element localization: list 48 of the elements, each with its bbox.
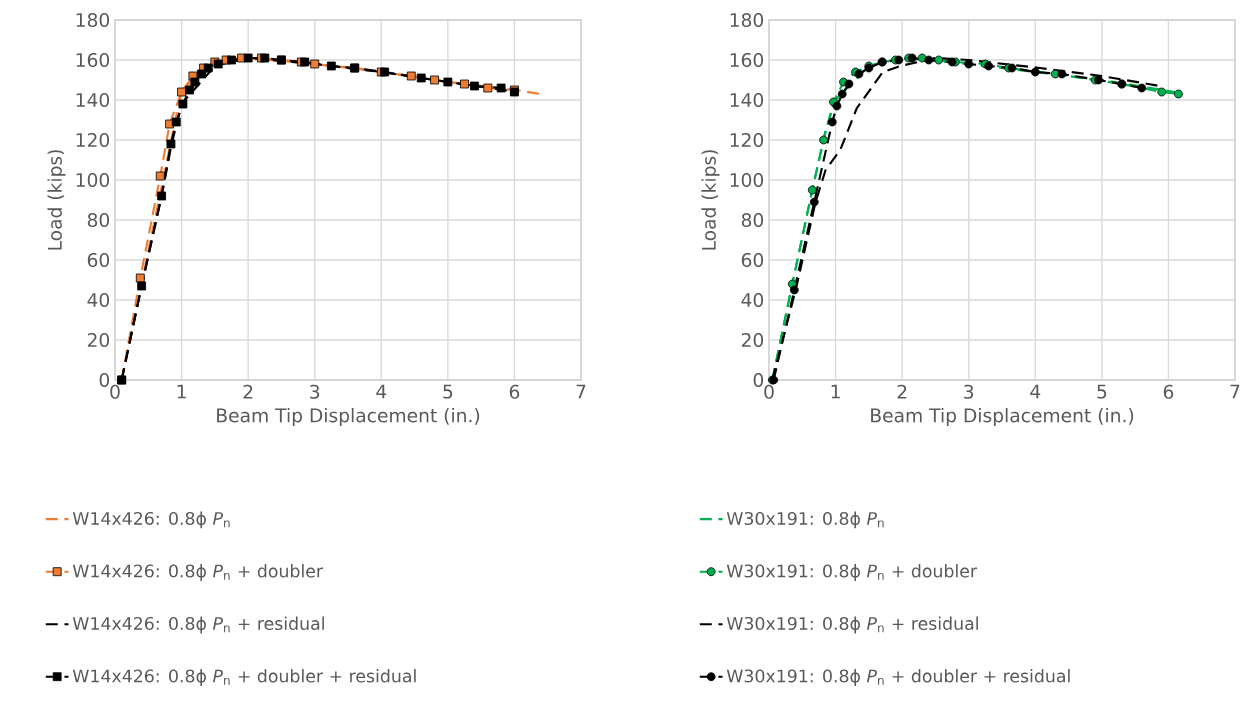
y-tick-label: 0	[753, 372, 764, 388]
legend-label: W14x426: 0.8ϕ P$_{n}$ + doubler + residual	[72, 669, 416, 686]
x-tick-label: 7	[1230, 384, 1240, 399]
y-tick-label: 120	[76, 132, 110, 148]
y-tick-label: 140	[76, 92, 110, 108]
legend-label: W30x191: 0.8ϕ P$_{n}$ + residual	[726, 616, 978, 634]
y-tick-label: 80	[87, 212, 110, 228]
y-tick-label: 140	[730, 92, 764, 108]
legend-label: W30x191: 0.8ϕ P$_{n}$	[726, 511, 884, 529]
y-axis-title: Load (kips)	[701, 150, 720, 250]
x-tick-label: 1	[831, 384, 840, 399]
y-tick-label: 40	[87, 292, 110, 308]
x-axis-title: Beam Tip Displacement (in.)	[871, 407, 1134, 427]
y-tick-label: 20	[87, 332, 110, 348]
x-tick-label: 7	[576, 384, 586, 399]
y-tick-label: 80	[741, 212, 764, 228]
x-tick-label: 2	[243, 384, 253, 399]
x-tick-label: 6	[1163, 384, 1174, 399]
x-tick-label: 0	[764, 384, 774, 399]
y-tick-label: 60	[741, 252, 764, 268]
x-tick-label: 3	[964, 384, 974, 399]
y-tick-label: 100	[730, 172, 764, 188]
x-tick-label: 4	[1030, 384, 1041, 399]
x-tick-label: 3	[310, 384, 320, 399]
legend-label: W30x191: 0.8ϕ P$_{n}$ + doubler	[726, 564, 978, 581]
legend-label: W14x426: 0.8ϕ P$_{n}$	[72, 511, 230, 529]
y-tick-label: 40	[741, 292, 764, 308]
x-tick-label: 1	[177, 384, 186, 399]
y-tick-label: 100	[76, 172, 110, 188]
x-axis-title: Beam Tip Displacement (in.)	[217, 407, 480, 427]
y-tick-label: 160	[76, 52, 110, 68]
y-axis-title: Load (kips)	[47, 150, 66, 250]
y-tick-label: 180	[76, 12, 110, 28]
x-tick-label: 6	[509, 384, 520, 399]
x-tick-label: 5	[443, 384, 453, 399]
x-tick-label: 2	[897, 384, 907, 399]
y-tick-label: 0	[99, 372, 110, 388]
legend-label: W30x191: 0.8ϕ P$_{n}$ + doubler + residual	[726, 669, 1070, 686]
y-tick-label: 120	[730, 132, 764, 148]
legend-label: W14x426: 0.8ϕ P$_{n}$ + doubler	[72, 564, 324, 581]
y-tick-label: 180	[730, 12, 764, 28]
x-tick-label: 5	[1097, 384, 1107, 399]
legend-label: W14x426: 0.8ϕ P$_{n}$ + residual	[72, 616, 324, 634]
x-tick-label: 4	[376, 384, 387, 399]
y-tick-label: 160	[730, 52, 764, 68]
y-tick-label: 60	[87, 252, 110, 268]
x-tick-label: 0	[110, 384, 120, 399]
y-tick-label: 20	[741, 332, 764, 348]
